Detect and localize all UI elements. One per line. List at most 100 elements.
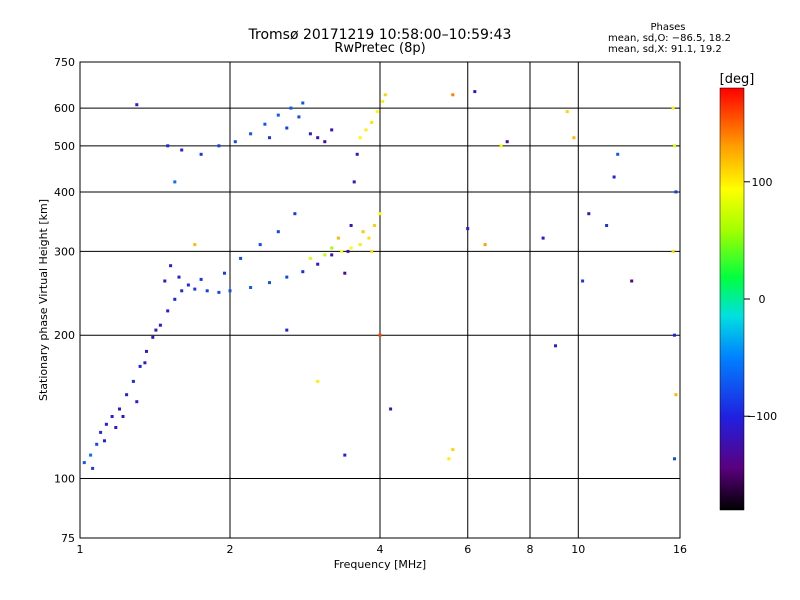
data-point [145, 349, 148, 353]
data-point [233, 140, 237, 144]
data-point [169, 264, 173, 268]
data-point [361, 230, 365, 234]
data-point [330, 128, 334, 132]
data-point [389, 407, 393, 411]
y-tick-label: 500 [54, 140, 75, 153]
data-point [121, 415, 125, 418]
data-point [239, 256, 243, 260]
data-point [673, 457, 676, 461]
data-point [217, 144, 221, 148]
data-point [370, 249, 374, 253]
x-tick-label: 8 [527, 543, 534, 556]
data-point [367, 236, 371, 240]
data-point [173, 297, 177, 301]
data-point [268, 281, 271, 285]
colorbar-tick-label: 0 [759, 293, 766, 306]
data-point [131, 379, 135, 383]
data-point [316, 136, 320, 140]
data-point [103, 439, 106, 443]
data-point [340, 249, 344, 253]
data-point [151, 335, 155, 339]
x-tick-label: 1 [77, 543, 84, 556]
data-point [199, 152, 203, 156]
colorbar [719, 87, 745, 511]
data-point [323, 253, 327, 257]
data-point [217, 290, 221, 294]
stats-line-o: mean, sd,O: −86.5, 18.2 [608, 33, 731, 44]
data-point [95, 442, 99, 446]
x-tick-label: 4 [377, 543, 384, 556]
data-point [451, 448, 455, 452]
data-point [673, 144, 676, 148]
colorbar-tick-label: −100 [747, 410, 777, 423]
data-point [166, 309, 170, 313]
data-point [316, 379, 320, 383]
data-point [674, 190, 678, 194]
data-point [499, 144, 503, 148]
data-point [308, 256, 312, 260]
x-axis-label: Frequency [MHz] [334, 558, 426, 571]
data-point [158, 323, 162, 327]
stats-title: Phases [650, 22, 686, 33]
data-point [276, 113, 280, 117]
data-point [180, 148, 184, 152]
data-point [99, 430, 103, 434]
data-point [349, 224, 353, 227]
data-point [89, 453, 93, 457]
data-point [166, 144, 170, 148]
data-point [349, 246, 353, 250]
data-point [143, 361, 147, 365]
data-point [173, 180, 177, 184]
y-axis: 75 100 200 300 400 500 600 750 [54, 56, 75, 545]
data-points [82, 90, 678, 470]
data-point [381, 99, 385, 103]
data-point [541, 236, 545, 240]
data-point [378, 212, 382, 216]
data-point [383, 93, 387, 97]
data-point [301, 101, 305, 105]
data-point [671, 249, 675, 253]
data-point [673, 333, 676, 337]
data-point [125, 393, 129, 397]
grid-lines [80, 62, 680, 538]
data-point [154, 328, 158, 332]
data-point [473, 90, 477, 94]
data-point [163, 279, 167, 283]
data-point [343, 271, 347, 275]
data-point [249, 286, 253, 289]
data-point [330, 246, 334, 250]
data-point [447, 457, 451, 461]
colorbar-label: [deg] [720, 72, 755, 87]
x-tick-label: 10 [571, 543, 585, 556]
data-point [276, 230, 280, 234]
stats-line-x: mean, sd,X: 91.1, 19.2 [608, 44, 722, 55]
data-point [370, 120, 374, 124]
data-point [205, 289, 209, 293]
data-point [323, 140, 327, 144]
data-point [228, 289, 232, 293]
colorbar-ticks: 100 0 −100 [744, 176, 777, 423]
data-point [364, 128, 368, 132]
data-point [358, 136, 362, 140]
data-point [193, 243, 197, 247]
data-point [268, 136, 271, 140]
data-point [249, 132, 253, 136]
data-point [293, 212, 297, 216]
data-point [674, 393, 678, 397]
data-point [671, 106, 675, 110]
data-point [336, 236, 340, 240]
data-point [330, 253, 334, 257]
data-point [110, 415, 114, 418]
y-tick-label: 400 [54, 186, 75, 199]
data-point [352, 180, 356, 184]
data-point [483, 243, 487, 247]
data-point [118, 407, 121, 411]
data-point [605, 224, 609, 227]
data-point [263, 122, 267, 126]
y-tick-label: 600 [54, 102, 75, 115]
x-tick-label: 2 [227, 543, 234, 556]
data-point [373, 224, 376, 227]
data-point [82, 461, 86, 465]
data-point [297, 115, 301, 119]
